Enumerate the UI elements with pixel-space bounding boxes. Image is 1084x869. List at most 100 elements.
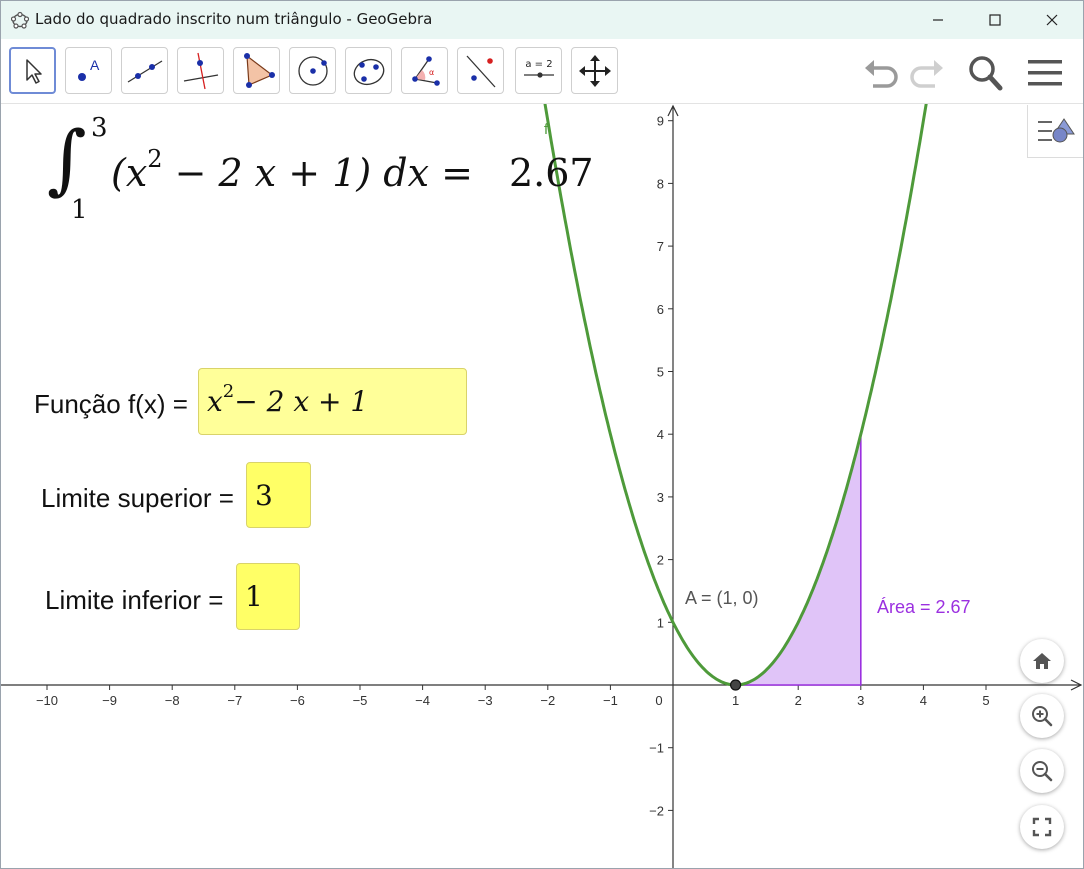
menu-icon (1028, 60, 1062, 86)
x-tick-label: −6 (290, 693, 305, 708)
y-tick-label: 9 (657, 114, 664, 129)
svg-text:a = 2: a = 2 (525, 59, 552, 70)
lower-limit-input[interactable]: 1 (236, 563, 300, 630)
reflect-tool-button[interactable] (457, 47, 504, 94)
graphics-view[interactable]: −10 −9 −8 −7 −6 −5 −4 −3 −2 −1 0 1 2 3 4 5 9 8 7 6 5 4 3 2 1 −1 −2… (1, 104, 1083, 868)
upper-limit-label: Limite superior = (41, 483, 234, 513)
search-icon (969, 56, 1003, 91)
home-icon (1033, 653, 1051, 669)
minimize-button[interactable] (909, 1, 967, 39)
circle-tool-button[interactable] (289, 47, 336, 94)
zoom-in-button[interactable] (1020, 694, 1064, 738)
window-title: Lado do quadrado inscrito num triângulo … (35, 10, 433, 28)
move-tool-button[interactable] (9, 47, 56, 94)
geogebra-app-icon (11, 11, 29, 29)
integral-upper-limit: 3 (91, 113, 108, 143)
integral-value: 2.67 (509, 151, 594, 195)
line-tool-button[interactable] (121, 47, 168, 94)
maximize-icon (989, 14, 1001, 26)
move-tool-icon (25, 58, 42, 84)
style-bar-icon (1038, 118, 1075, 143)
style-bar-toggle[interactable] (1027, 105, 1083, 158)
y-tick-label: 8 (657, 176, 664, 191)
svg-text:A: A (90, 57, 100, 73)
search-button[interactable] (965, 53, 1005, 93)
x-tick-label: 4 (920, 693, 927, 708)
redo-icon (910, 60, 943, 88)
point-tool-icon: A (77, 57, 100, 81)
move-graphics-view-tool-button[interactable] (571, 47, 618, 94)
integral-area (735, 434, 862, 686)
x-tick-label: −9 (102, 693, 117, 708)
reflect-tool-icon (466, 55, 495, 87)
minimize-icon (933, 19, 943, 21)
area-label: Área = 2.67 (877, 597, 971, 617)
x-tick-label: −7 (227, 693, 242, 708)
x-tick-label: −1 (603, 693, 618, 708)
zoom-out-button[interactable] (1020, 749, 1064, 793)
fullscreen-button[interactable] (1020, 805, 1064, 849)
y-tick-label: 7 (657, 239, 664, 254)
close-button[interactable] (1023, 1, 1081, 39)
undo-icon (865, 60, 898, 88)
fullscreen-icon (1032, 817, 1052, 837)
lower-limit-label: Limite inferior = (45, 585, 224, 615)
x-tick-label: 5 (982, 693, 989, 708)
integral-sign: ∫ (47, 114, 87, 203)
title-bar: Lado do quadrado inscrito num triângulo … (1, 1, 1083, 39)
toolbar: A α a = 2 (1, 39, 1083, 104)
angle-tool-button[interactable]: α (401, 47, 448, 94)
x-tick-label: −4 (415, 693, 430, 708)
y-tick-label: 6 (657, 302, 664, 317)
y-tick-label: 2 (657, 553, 664, 568)
zoom-out-icon (1032, 761, 1053, 782)
x-tick-label: −10 (36, 693, 58, 708)
standard-view-button[interactable] (1020, 639, 1064, 683)
integral-integrand: (x2 − 2 x + 1) dx = (111, 145, 473, 195)
y-tick-label: 4 (657, 427, 664, 442)
move-graphics-view-tool-icon (578, 54, 611, 87)
perpendicular-line-tool-button[interactable] (177, 47, 224, 94)
conic-tool-button[interactable] (345, 47, 392, 94)
x-tick-label: 1 (732, 693, 739, 708)
x-tick-label: 2 (795, 693, 802, 708)
close-icon (1046, 14, 1058, 26)
x-tick-label: −2 (540, 693, 555, 708)
maximize-button[interactable] (966, 1, 1024, 39)
x-tick-label: 0 (655, 693, 662, 708)
y-tick-label: 3 (657, 490, 664, 505)
redo-button[interactable] (907, 53, 947, 93)
point-tool-button[interactable]: A (65, 47, 112, 94)
x-tick-label: 3 (857, 693, 864, 708)
y-tick-label: 5 (657, 365, 664, 380)
function-plot[interactable]: −10 −9 −8 −7 −6 −5 −4 −3 −2 −1 0 1 2 3 4 5987654321−1−2… (1, 104, 1083, 868)
polygon-tool-icon (243, 52, 275, 88)
x-axis-arrow (1070, 679, 1083, 691)
circle-center-point-tool-icon (297, 55, 328, 86)
curve-label: f (544, 121, 549, 138)
zoom-in-icon (1032, 706, 1053, 727)
y-tick-label: −2 (649, 803, 664, 818)
slider-tool-icon: a = 2 (523, 59, 554, 78)
x-tick-label: −3 (478, 693, 493, 708)
function-label: Função f(x) = (34, 389, 188, 419)
y-tick-label: 1 (657, 615, 664, 630)
main-menu-button[interactable] (1025, 53, 1065, 93)
point-a-label: A = (1, 0) (685, 588, 759, 608)
svg-text:α: α (429, 68, 434, 77)
slider-tool-button[interactable]: a = 2 (515, 47, 562, 94)
y-axis-arrow (667, 104, 679, 117)
line-tool-icon (127, 59, 162, 83)
x-tick-label: −5 (353, 693, 368, 708)
integral-lower-limit: 1 (71, 195, 88, 225)
x-tick-label: −8 (165, 693, 180, 708)
undo-button[interactable] (861, 53, 901, 93)
perpendicular-line-tool-icon (183, 52, 218, 89)
upper-limit-input[interactable]: 3 (246, 462, 311, 528)
angle-tool-icon: α (411, 55, 440, 86)
polygon-tool-button[interactable] (233, 47, 280, 94)
point-a (729, 679, 742, 691)
conic-tool-icon (353, 58, 384, 85)
